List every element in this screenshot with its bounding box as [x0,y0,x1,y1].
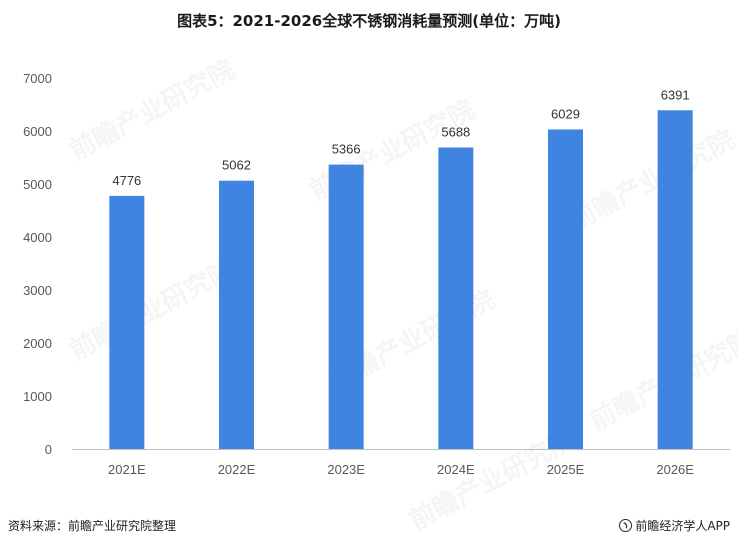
bars [109,110,693,450]
x-tick-label: 2023E [327,462,365,477]
y-tick-label: 1000 [23,389,52,404]
x-tick-label: 2026E [656,462,694,477]
x-tick-label: 2022E [218,462,256,477]
x-tick-label: 2021E [108,462,146,477]
data-label: 6029 [551,106,580,121]
y-tick-label: 5000 [23,177,52,192]
y-tick-label: 0 [45,442,52,457]
y-tick-label: 2000 [23,336,52,351]
data-label: 5062 [222,158,251,173]
bar-2025e [548,129,583,449]
x-tick-label: 2025E [547,462,585,477]
chart-title: 图表5：2021-2026全球不锈钢消耗量预测(单位：万吨) [177,12,561,30]
y-axis-ticks: 0 1000 2000 3000 4000 5000 6000 7000 [23,71,52,457]
x-axis-ticks: 2021E 2022E 2023E 2024E 2025E 2026E [108,462,694,477]
brand-text: 前瞻经济学人APP [619,517,730,534]
bar-2021e [109,195,145,449]
y-tick-label: 6000 [23,124,52,139]
data-label: 5688 [441,125,470,140]
bar-2022e [219,180,254,450]
brand-logo-icon [619,519,633,532]
data-label: 4776 [112,173,141,188]
y-tick-label: 7000 [23,71,52,86]
data-label: 5366 [332,142,361,157]
y-tick-label: 3000 [23,283,52,298]
bar-2024e [438,147,474,449]
source-text: 资料来源：前瞻产业研究院整理 [8,519,177,533]
brand-label: 前瞻经济学人APP [635,519,730,533]
data-label: 6391 [661,87,690,102]
bar-2026e [657,110,693,449]
bar-2023e [328,164,364,450]
y-tick-label: 4000 [23,230,52,245]
data-labels: 4776 5062 5366 5688 6029 6391 [112,87,689,188]
x-tick-label: 2024E [437,462,475,477]
